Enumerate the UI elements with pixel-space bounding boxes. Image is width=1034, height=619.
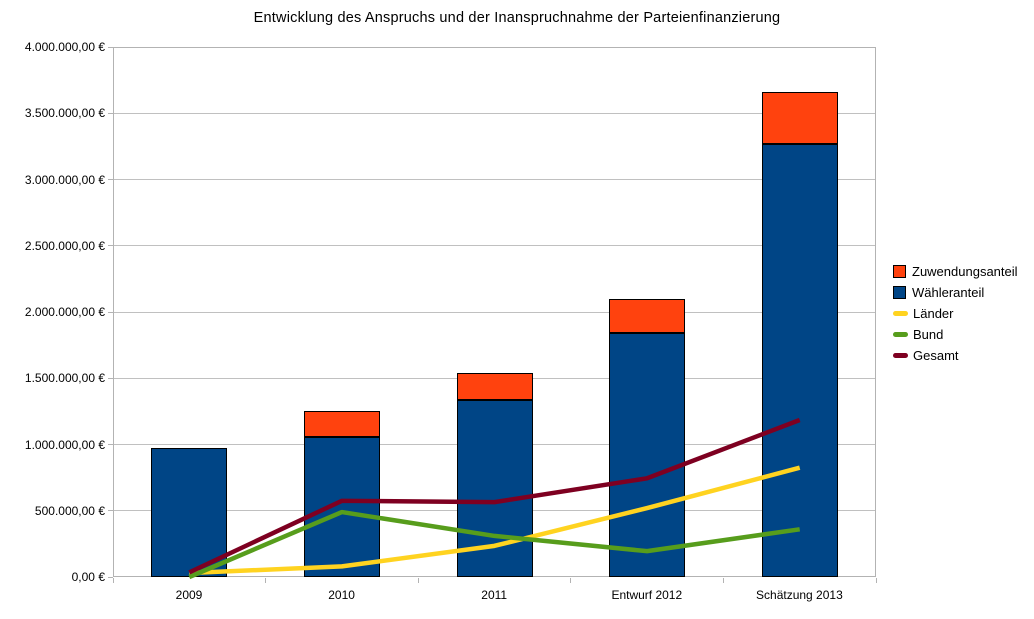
- y-gridline: [114, 112, 875, 114]
- y-axis-tick: [108, 112, 113, 114]
- legend-label: Bund: [913, 327, 944, 342]
- y-axis-label: 3.000.000,00 €: [24, 172, 105, 187]
- y-axis-tick: [108, 46, 113, 48]
- y-axis-tick: [108, 311, 113, 313]
- bar-segment-zuwendungsanteil: [303, 411, 380, 437]
- legend-item-zuwendungsanteil: Zuwendungsanteil: [893, 261, 1018, 282]
- bar-segment-zuwendungsanteil: [761, 92, 838, 144]
- y-gridline: [114, 179, 875, 180]
- bar-segment-waehleranteil: [151, 448, 228, 577]
- legend-label: Länder: [913, 306, 954, 321]
- legend-swatch-waehleranteil: [893, 286, 906, 299]
- legend-item-waehleranteil: Wähleranteil: [893, 282, 1018, 303]
- legend-label: Gesamt: [913, 348, 959, 363]
- y-axis-tick: [108, 179, 113, 180]
- y-axis-tick: [108, 245, 113, 247]
- y-axis-label: 500.000,00 €: [34, 503, 105, 518]
- y-axis-label: 3.500.000,00 €: [24, 106, 105, 121]
- y-axis-tick: [108, 444, 113, 445]
- bar-segment-waehleranteil: [761, 143, 838, 577]
- y-axis-label: 1.500.000,00 €: [24, 371, 105, 386]
- x-axis-tick: [570, 578, 572, 583]
- x-axis-tick: [265, 578, 267, 583]
- y-axis-label: 1.000.000,00 €: [24, 437, 105, 452]
- legend-swatch-gesamt: [893, 353, 908, 358]
- bar-segment-zuwendungsanteil: [456, 372, 533, 401]
- x-axis-tick: [417, 578, 419, 583]
- bar-segment-zuwendungsanteil: [609, 298, 686, 334]
- legend-item-laender: Länder: [893, 303, 1018, 324]
- legend: Zuwendungsanteil Wähleranteil Länder Bund Ge…: [893, 261, 1018, 366]
- y-axis-tick: [108, 510, 113, 512]
- chart-title: Entwicklung des Anspruchs und der Inansp…: [253, 10, 781, 26]
- y-axis-label: 4.000.000,00 €: [24, 40, 105, 54]
- y-gridline: [114, 245, 875, 247]
- x-axis-tick: [722, 578, 724, 583]
- x-axis-label: 2011: [481, 588, 508, 602]
- x-axis-label: 2009: [175, 588, 203, 602]
- bar-segment-waehleranteil: [456, 400, 533, 577]
- legend-label: Zuwendungsanteil: [912, 264, 1018, 279]
- legend-swatch-bund: [893, 332, 908, 337]
- y-axis-label: 2.000.000,00 €: [24, 305, 105, 319]
- y-axis-tick: [108, 576, 113, 578]
- legend-item-bund: Bund: [893, 324, 1018, 345]
- y-gridline: [114, 311, 875, 313]
- x-axis-tick: [875, 578, 877, 583]
- legend-swatch-zuwendungsanteil: [893, 265, 906, 278]
- y-axis-tick: [108, 377, 113, 379]
- bar-segment-waehleranteil: [609, 333, 686, 577]
- legend-swatch-laender: [893, 311, 908, 316]
- x-axis-tick: [112, 578, 114, 583]
- legend-item-gesamt: Gesamt: [893, 345, 1018, 366]
- x-axis-label: Schätzung 2013: [756, 588, 843, 602]
- legend-label: Wähleranteil: [912, 285, 985, 300]
- bar-segment-waehleranteil: [303, 436, 380, 577]
- x-axis-label: Entwurf 2012: [611, 588, 683, 602]
- x-axis-label: 2010: [328, 588, 355, 602]
- y-axis-label: 0,00 €: [71, 570, 105, 584]
- y-axis-label: 2.500.000,00 €: [24, 238, 105, 253]
